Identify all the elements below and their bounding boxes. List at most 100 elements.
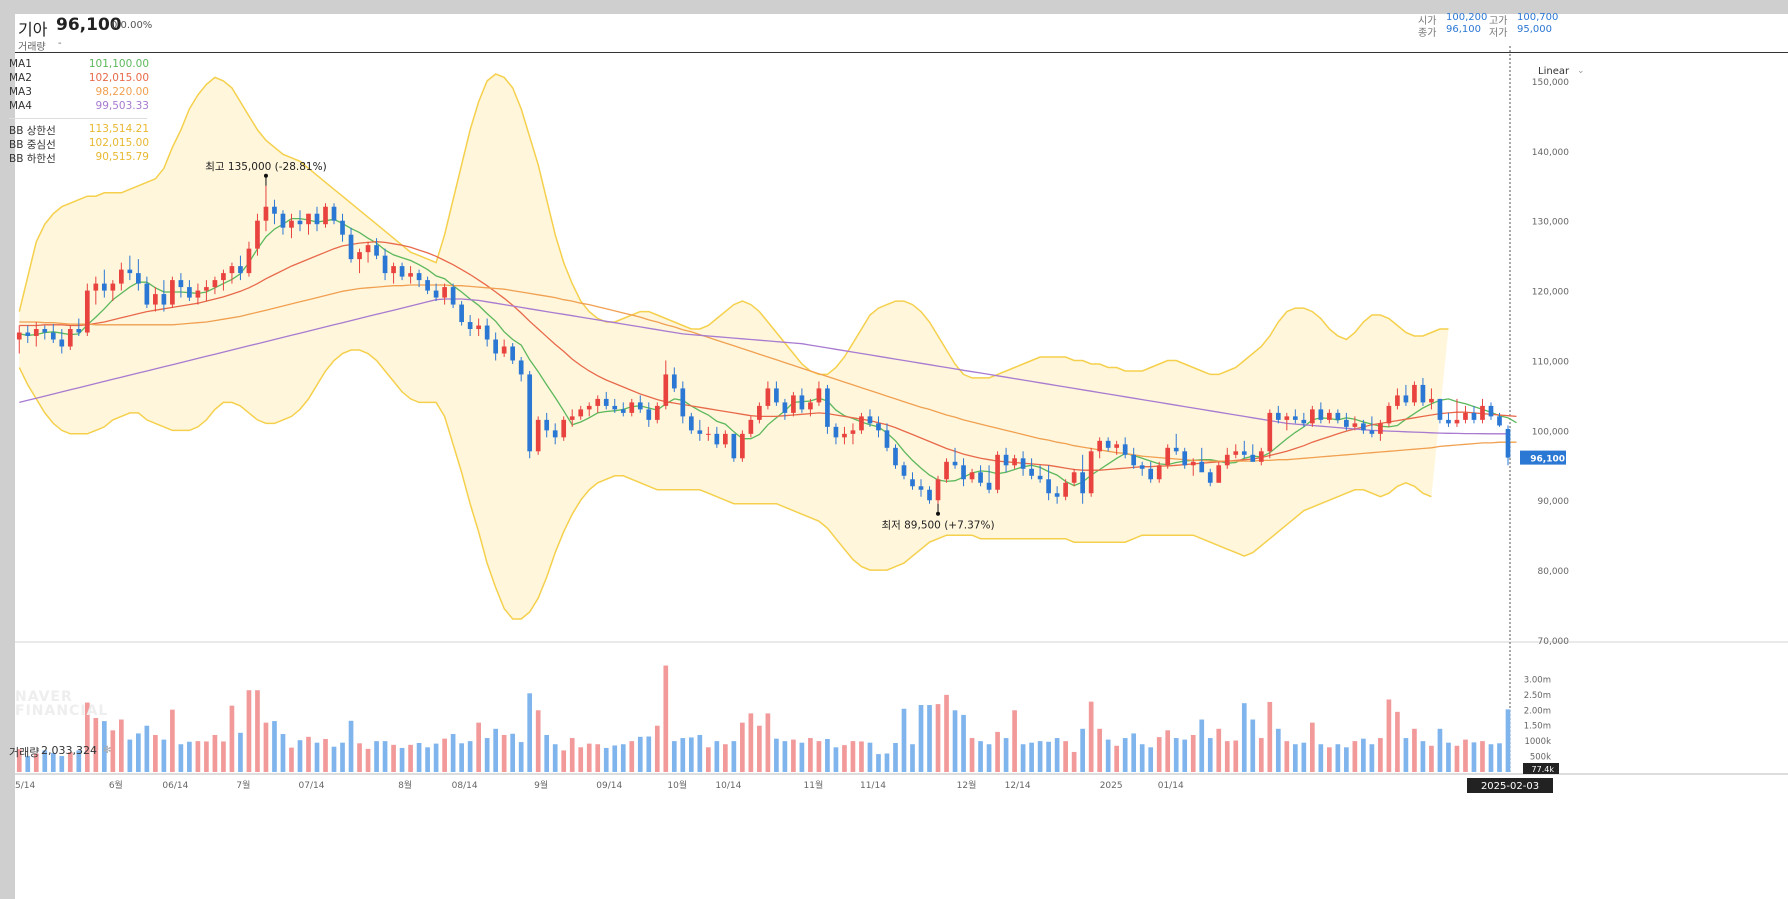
volume-bar [544,734,550,772]
volume-bar [1395,711,1400,772]
volume-bar [731,741,737,772]
candle-body [1488,405,1494,417]
volume-bar [697,734,703,772]
volume-bar [1471,742,1477,772]
volume-bar [765,713,771,772]
candle-body [195,290,201,298]
volume-axis-label: 1.50m [1524,722,1551,732]
chevron-down-icon[interactable]: ⌄ [1577,66,1585,76]
candle-body [399,266,405,277]
x-axis-label: 7월 [236,779,250,791]
volume-bar [484,738,490,772]
volume-bar [867,742,873,772]
volume-bar [1335,744,1341,772]
volume-bar [297,740,303,772]
candle-body [1046,479,1051,494]
candle-body [1292,416,1298,420]
candle-body [1190,461,1196,466]
candle-body [493,339,498,354]
candle-body [918,486,924,490]
open-label: 시가 [1418,16,1437,27]
volume-bar [25,755,31,772]
candle-body [1403,395,1409,403]
price-chart-svg[interactable]: 150,000 140,000 130,000 120,000 110,000 100,0… [15,14,1788,899]
candle-body [263,206,269,221]
candle-body [1216,465,1222,483]
candle-body [825,388,830,427]
volume-bar [748,713,754,772]
candle-body [518,360,524,375]
volume-bar [1386,699,1392,772]
volume-bar [884,753,890,772]
volume-bar [561,750,567,772]
candle-body [1309,409,1315,424]
candle-body [663,374,669,406]
candle-body [1131,454,1137,466]
volume-bar [127,739,133,772]
volume-bar [187,741,192,772]
candle-body [1429,398,1434,403]
candle-body [408,273,413,277]
candle-body [961,465,966,480]
volume-bar [808,738,813,772]
volume-bar [59,755,65,772]
x-axis-label: 11/14 [860,781,886,791]
volume-bar [1114,745,1120,772]
volume-bar [289,747,294,772]
volume-bar [782,741,788,772]
stock-header: 기아 96,100 0 0.00% 거래량 - 시가 100,200 고가 10… [15,12,1788,53]
volume-bar [1292,744,1298,772]
volume-bar [1352,741,1358,772]
volume-bar [893,742,898,772]
volume-bar [961,714,966,772]
bb-upper-line [18,73,1449,379]
volume-bar [1182,739,1188,772]
volume-bar [408,744,413,772]
candle-body [391,266,396,274]
candle-body [93,283,99,291]
volume-bar [595,744,601,772]
candle-body [910,479,915,487]
legend-bb-upper-name: BB 상한선 [9,125,56,137]
candle-body [578,409,584,417]
x-axis-label: 10/14 [715,781,741,791]
volume-bar [799,742,805,772]
volume-bar [1020,744,1026,772]
candle-body [1071,472,1077,483]
candle-body [433,290,439,298]
volume-bar [493,728,498,772]
watermark-line-2: FINANCIAL [15,703,109,719]
x-axis-label: 05/14 [15,781,35,791]
volume-bar [850,741,856,772]
volume-bar [1105,739,1111,772]
candle-body [867,416,873,424]
candle-body [136,273,141,284]
candle-body [544,419,550,431]
volume-bar [1378,738,1383,772]
volume-label: 거래량 [18,42,46,53]
volume-bar [84,702,90,772]
gear-icon[interactable]: ✻ [103,745,112,756]
candle-body [569,416,575,420]
candle-body [1063,482,1068,497]
date-tag-text: 2025-02-03 [1481,781,1539,792]
volume-bar [144,725,150,772]
volume-bar [1454,745,1460,772]
volume-axis-label: 2.00m [1524,706,1551,716]
legend-bb-mid-name: BB 중심선 [9,139,56,151]
volume-bar [1241,703,1247,772]
price-axis-label: 120,000 [1532,288,1569,298]
volume-bar [1054,738,1060,772]
scale-mode-select[interactable]: Linear [1538,66,1570,77]
volume-bar [1327,747,1332,772]
volume-bar [1480,741,1485,772]
volume-bar [1463,739,1468,772]
volume-bar [995,731,1000,772]
volume-bar [1420,741,1426,772]
volume-bar [740,722,745,772]
candle-body [1148,468,1154,480]
volume-bar [450,734,456,772]
volume-bar [1199,719,1205,772]
candle-body [484,325,490,340]
chart-app: 기아 96,100 0 0.00% 거래량 - 시가 100,200 고가 10… [9,12,1788,899]
